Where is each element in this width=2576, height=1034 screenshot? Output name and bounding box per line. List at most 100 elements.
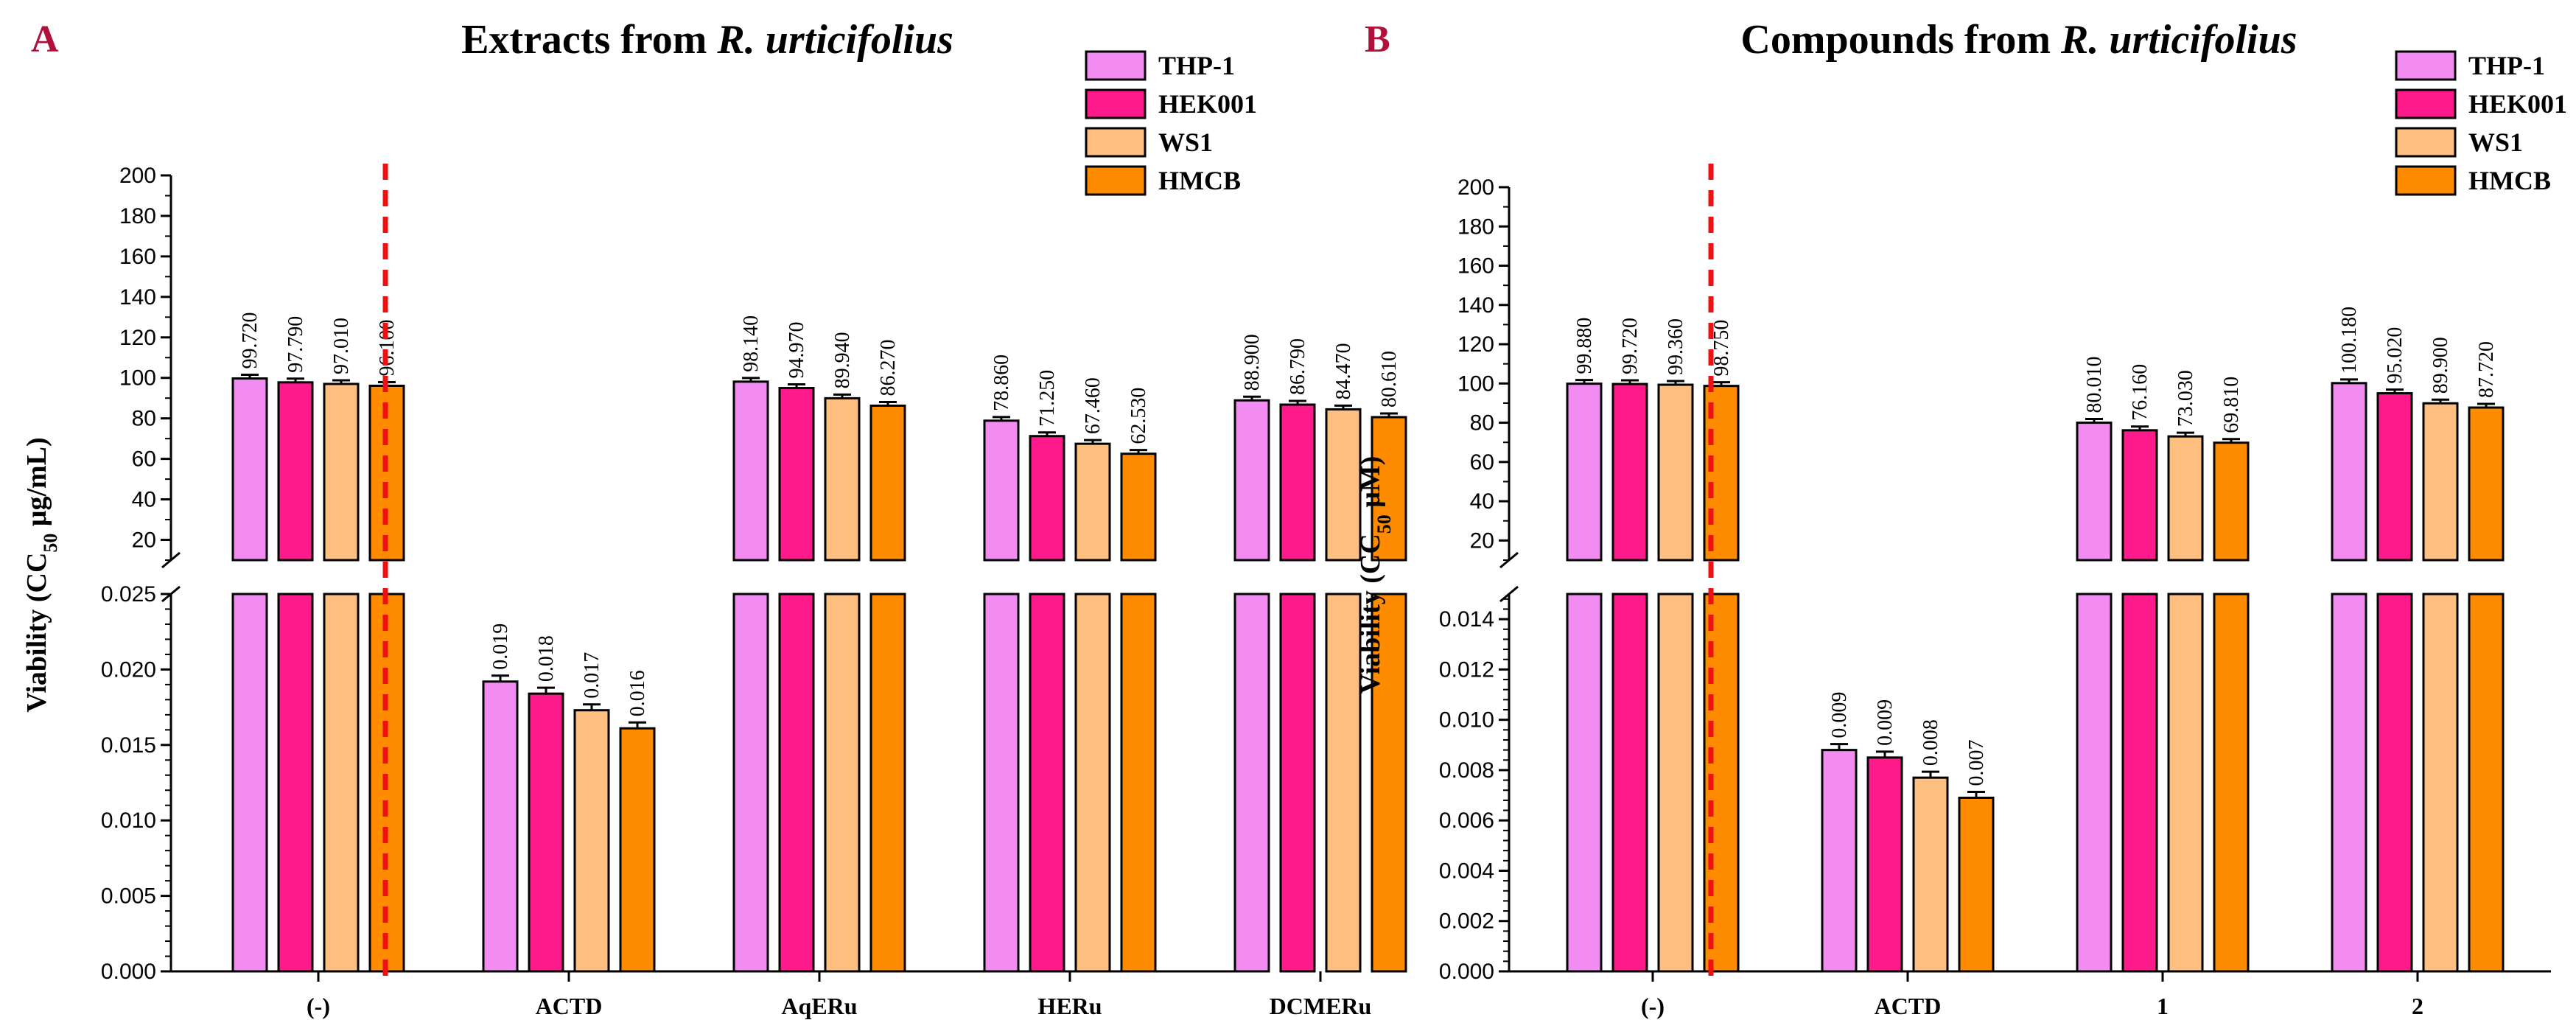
data-label: 84.470 xyxy=(1332,343,1355,399)
y-tick-label: 0.008 xyxy=(1439,758,1494,783)
y-tick-label: 40 xyxy=(1470,489,1494,514)
data-label: 86.790 xyxy=(1287,338,1309,395)
y-tick-label: 80 xyxy=(132,407,156,431)
y-axis-label-sub: 50 xyxy=(1373,514,1395,534)
bar-lower-segment xyxy=(1233,593,1270,973)
bar xyxy=(2468,406,2505,562)
x-tick-label: ACTD xyxy=(1875,993,1942,1019)
y-axis-label-tail: μM) xyxy=(1355,456,1386,515)
data-label: 97.790 xyxy=(284,316,307,373)
legend-swatch xyxy=(1085,88,1147,119)
y-tick-label: 0.000 xyxy=(101,960,156,984)
data-label: 100.180 xyxy=(2338,307,2361,374)
bar xyxy=(1074,442,1111,562)
y-tick-label: 0.012 xyxy=(1439,657,1494,682)
y-tick-label: 0.000 xyxy=(1439,960,1494,984)
bar xyxy=(1233,399,1270,562)
bar xyxy=(619,727,656,973)
data-label: 71.250 xyxy=(1036,370,1059,427)
bar-lower-segment xyxy=(1074,593,1111,973)
data-label: 89.900 xyxy=(2429,337,2452,394)
data-label: 88.900 xyxy=(1241,334,1264,391)
bar-lower-segment xyxy=(323,593,360,973)
x-tick-label: (-) xyxy=(1641,993,1665,1019)
bar-lower-segment xyxy=(983,593,1020,973)
data-label: 99.720 xyxy=(239,312,262,369)
bar-lower-segment xyxy=(2076,593,2113,973)
bar-lower-segment xyxy=(778,593,815,973)
bar-lower-segment xyxy=(869,593,906,973)
chart-title-italic: R. urticifolius xyxy=(716,17,953,63)
bar-lower-segment xyxy=(1566,593,1603,973)
bar xyxy=(1958,796,1995,973)
data-label: 86.270 xyxy=(877,339,900,396)
bar xyxy=(1821,749,1858,973)
bar xyxy=(1279,403,1316,562)
data-label: 76.160 xyxy=(2129,364,2152,421)
y-axis-label-sub: 50 xyxy=(40,534,61,553)
y-tick-label: 0.004 xyxy=(1439,859,1494,883)
y-tick-label: 0.014 xyxy=(1439,607,1494,632)
x-tick-label: (-) xyxy=(307,993,330,1019)
y-tick-label: 0.005 xyxy=(101,884,156,909)
y-tick-label: 120 xyxy=(119,326,156,350)
legend-swatch xyxy=(1085,50,1147,81)
data-label: 0.009 xyxy=(1874,699,1897,746)
legend-label: HMCB xyxy=(1158,166,1241,195)
bar xyxy=(1912,776,1949,973)
bar xyxy=(1371,416,1407,562)
data-label: 0.019 xyxy=(489,623,512,670)
y-axis-label: Viability (CC50 μM) xyxy=(1355,456,1395,694)
chart-title: Compounds from R. urticifolius xyxy=(1740,17,2297,63)
bar-lower-segment xyxy=(1371,593,1407,973)
y-tick-label: 180 xyxy=(119,204,156,228)
data-label: 98.750 xyxy=(1710,320,1733,377)
y-tick-label: 60 xyxy=(1470,450,1494,475)
legend-swatch xyxy=(1085,165,1147,196)
y-tick-label: 200 xyxy=(119,164,156,188)
y-tick-label: 0.002 xyxy=(1439,909,1494,934)
y-tick-label: 140 xyxy=(1457,293,1494,318)
y-tick-label: 200 xyxy=(1457,175,1494,200)
y-axis-label-main: Viability (CC xyxy=(21,553,52,713)
x-tick-label: AqERu xyxy=(781,993,857,1019)
bar xyxy=(2167,435,2204,562)
y-tick-label: 160 xyxy=(1457,254,1494,279)
data-label: 0.016 xyxy=(626,670,649,716)
bar xyxy=(231,377,268,562)
legend-swatch xyxy=(2395,50,2457,81)
x-tick-label: 2 xyxy=(2412,993,2423,1019)
bar-lower-segment xyxy=(1120,593,1157,973)
y-tick-label: 20 xyxy=(1470,528,1494,553)
bar xyxy=(1657,383,1694,562)
bar xyxy=(1611,382,1648,562)
x-tick-label: DCMERu xyxy=(1270,993,1372,1019)
y-tick-label: 60 xyxy=(132,447,156,472)
bar xyxy=(2076,422,2113,562)
bar xyxy=(1566,382,1603,562)
data-label: 0.017 xyxy=(581,652,603,699)
y-tick-label: 120 xyxy=(1457,332,1494,357)
data-label: 97.010 xyxy=(330,318,353,374)
y-tick-label: 140 xyxy=(119,285,156,310)
y-tick-label: 160 xyxy=(119,245,156,269)
data-label: 69.810 xyxy=(2220,377,2243,433)
y-tick-label: 20 xyxy=(132,528,156,553)
bar xyxy=(778,387,815,562)
legend-swatch xyxy=(2395,165,2457,196)
bar xyxy=(732,380,769,562)
y-tick-label: 0.020 xyxy=(101,657,156,682)
x-tick-label: ACTD xyxy=(536,993,603,1019)
bar xyxy=(2422,402,2459,562)
data-label: 78.860 xyxy=(990,354,1013,411)
data-label: 99.360 xyxy=(1665,318,1687,375)
data-label: 94.970 xyxy=(785,322,808,379)
data-label: 73.030 xyxy=(2174,370,2197,427)
bar xyxy=(2376,392,2413,562)
chart-title-italic: R. urticifolius xyxy=(2060,17,2297,63)
legend-swatch xyxy=(1085,127,1147,158)
chart-panel-B: B Compounds from R. urticifolius Viability… xyxy=(1355,17,2567,1019)
bar-lower-segment xyxy=(231,593,268,973)
bar-lower-segment xyxy=(1657,593,1694,973)
